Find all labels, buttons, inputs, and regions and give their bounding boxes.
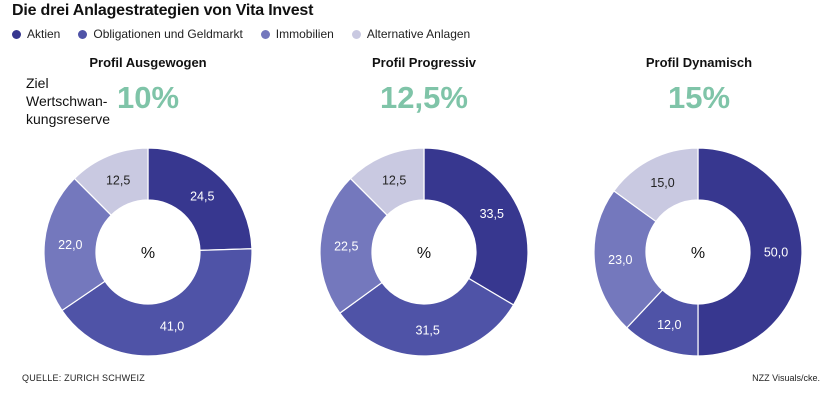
center-label-ausgewogen: % bbox=[141, 245, 155, 262]
legend-item-alternative: Alternative Anlagen bbox=[351, 27, 471, 41]
chart-title: Die drei Anlagestrategien von Vita Inves… bbox=[12, 2, 314, 19]
slice-ausgewogen-alternative bbox=[73, 147, 149, 217]
legend-swatch-alternative bbox=[351, 29, 361, 39]
target-reserve-label: Ziel Wertschwan- kungsreserve bbox=[26, 74, 110, 128]
data-label-ausgewogen-aktien: 24,5 bbox=[190, 189, 214, 203]
profile-title-ausgewogen: Profil Ausgewogen bbox=[89, 55, 207, 70]
legend-label-aktien: Aktien bbox=[27, 27, 61, 41]
data-label-progressiv-immobilien: 22,5 bbox=[334, 239, 358, 253]
slice-dynamisch-alternative bbox=[613, 147, 699, 223]
legend-item-obligationen: Obligationen und Geldmarkt bbox=[78, 27, 243, 41]
slice-ausgewogen-obligationen bbox=[61, 248, 253, 357]
target-reserve-label-line-1: Ziel bbox=[26, 75, 49, 91]
center-label-dynamisch: % bbox=[691, 245, 705, 262]
slice-ausgewogen-immobilien bbox=[43, 177, 113, 312]
legend-label-obligationen: Obligationen und Geldmarkt bbox=[93, 27, 243, 41]
data-label-dynamisch-alternative: 15,0 bbox=[650, 176, 674, 190]
legend-item-aktien: Aktien bbox=[12, 27, 60, 41]
legend-swatch-obligationen bbox=[78, 29, 88, 39]
target-reserve-progressiv: 12,5% bbox=[380, 80, 468, 115]
data-label-progressiv-obligationen: 31,5 bbox=[416, 323, 440, 337]
source-note: QUELLE: ZURICH SCHWEIZ bbox=[22, 373, 145, 383]
credit-note: NZZ Visuals/cke. bbox=[752, 373, 820, 383]
legend-swatch-immobilien bbox=[260, 29, 270, 39]
slice-dynamisch-immobilien bbox=[593, 190, 664, 329]
slice-progressiv-immobilien bbox=[319, 177, 389, 314]
profile-title-progressiv: Profil Progressiv bbox=[371, 55, 477, 70]
data-label-progressiv-alternative: 12,5 bbox=[382, 173, 406, 187]
target-reserve-ausgewogen: 10% bbox=[116, 80, 180, 115]
data-label-ausgewogen-obligationen: 41,0 bbox=[160, 320, 184, 334]
target-reserve-dynamisch: 15% bbox=[667, 80, 731, 115]
data-label-progressiv-aktien: 33,5 bbox=[480, 207, 504, 221]
slice-ausgewogen-aktien bbox=[147, 147, 253, 251]
data-label-dynamisch-immobilien: 23,0 bbox=[608, 253, 632, 267]
slice-dynamisch-aktien bbox=[697, 147, 803, 357]
profile-title-dynamisch: Profil Dynamisch bbox=[645, 55, 753, 70]
target-reserve-label-line-3: kungsreserve bbox=[26, 111, 111, 127]
data-label-dynamisch-obligationen: 12,0 bbox=[657, 318, 681, 332]
legend-item-immobilien: Immobilien bbox=[260, 27, 334, 41]
center-label-progressiv: % bbox=[417, 245, 431, 262]
legend-swatch-aktien bbox=[12, 29, 21, 39]
slice-progressiv-alternative bbox=[349, 147, 425, 217]
slice-progressiv-aktien bbox=[423, 147, 529, 306]
slice-progressiv-obligationen bbox=[339, 277, 515, 357]
data-label-ausgewogen-alternative: 12,5 bbox=[106, 173, 130, 187]
data-label-ausgewogen-immobilien: 22,0 bbox=[58, 238, 82, 252]
target-reserve-label-line-2: Wertschwan- bbox=[26, 93, 108, 109]
data-label-dynamisch-aktien: 50,0 bbox=[764, 246, 788, 260]
legend-label-immobilien: Immobilien bbox=[275, 27, 334, 41]
legend-label-alternative: Alternative Anlagen bbox=[366, 27, 471, 41]
legend: Aktien Obligationen und Geldmarkt Immobi… bbox=[12, 27, 470, 41]
